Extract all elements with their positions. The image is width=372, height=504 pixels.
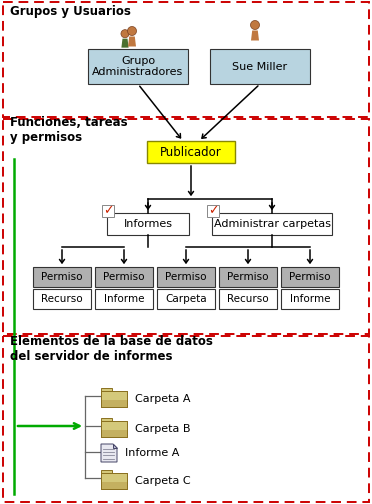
Bar [33, 267, 91, 287]
Circle shape [121, 30, 129, 38]
Bar [219, 289, 277, 309]
Bar [212, 213, 332, 235]
Bar [107, 213, 189, 235]
Bar [281, 267, 339, 287]
Bar [210, 49, 310, 84]
Text: Permiso: Permiso [165, 272, 207, 282]
Text: Carpeta B: Carpeta B [135, 424, 190, 434]
Text: Carpeta: Carpeta [165, 294, 207, 304]
Polygon shape [128, 36, 136, 46]
Text: Elementos de la base de datos
del servidor de informes: Elementos de la base de datos del servid… [10, 335, 213, 363]
Bar [3, 336, 369, 502]
Text: Permiso: Permiso [41, 272, 83, 282]
Bar [219, 267, 277, 287]
Bar [157, 289, 215, 309]
Text: Informe: Informe [104, 294, 144, 304]
Bar [101, 470, 112, 473]
Bar [101, 421, 127, 437]
Text: Recurso: Recurso [227, 294, 269, 304]
Bar [101, 391, 127, 407]
Bar [101, 388, 112, 392]
Bar [88, 49, 188, 84]
Text: Permiso: Permiso [103, 272, 145, 282]
Text: Recurso: Recurso [41, 294, 83, 304]
Bar [157, 267, 215, 287]
Text: ✓: ✓ [208, 205, 218, 218]
Bar [33, 289, 91, 309]
Bar [101, 473, 127, 489]
Bar [95, 267, 153, 287]
Bar [101, 418, 112, 421]
Text: Grupos y Usuarios: Grupos y Usuarios [10, 6, 131, 19]
Bar [95, 289, 153, 309]
Bar [281, 289, 339, 309]
Polygon shape [121, 39, 129, 48]
Text: Sue Miller: Sue Miller [232, 61, 288, 72]
Bar [147, 141, 235, 163]
Polygon shape [101, 444, 117, 462]
Text: ✓: ✓ [103, 205, 113, 218]
Polygon shape [251, 31, 259, 40]
Circle shape [128, 27, 137, 35]
Bar [101, 400, 127, 407]
Circle shape [250, 21, 260, 30]
Polygon shape [113, 444, 117, 448]
Text: Informe A: Informe A [125, 448, 179, 458]
Text: Permiso: Permiso [227, 272, 269, 282]
Text: Informe: Informe [290, 294, 330, 304]
Bar [3, 119, 369, 334]
Text: Permiso: Permiso [289, 272, 331, 282]
Text: Publicador: Publicador [160, 146, 222, 158]
Bar [101, 430, 127, 437]
Text: Carpeta A: Carpeta A [135, 394, 190, 404]
Text: Funciones, tareas
y permisos: Funciones, tareas y permisos [10, 116, 128, 144]
Bar [3, 2, 369, 117]
Text: Grupo
Administradores: Grupo Administradores [92, 56, 184, 77]
Text: Informes: Informes [124, 219, 173, 229]
Bar [101, 421, 127, 437]
Bar [207, 205, 219, 217]
Bar [101, 482, 127, 489]
Bar [101, 391, 127, 407]
Bar [101, 473, 127, 489]
Text: Administrar carpetas: Administrar carpetas [214, 219, 330, 229]
Text: Carpeta C: Carpeta C [135, 476, 190, 486]
Bar [102, 205, 114, 217]
